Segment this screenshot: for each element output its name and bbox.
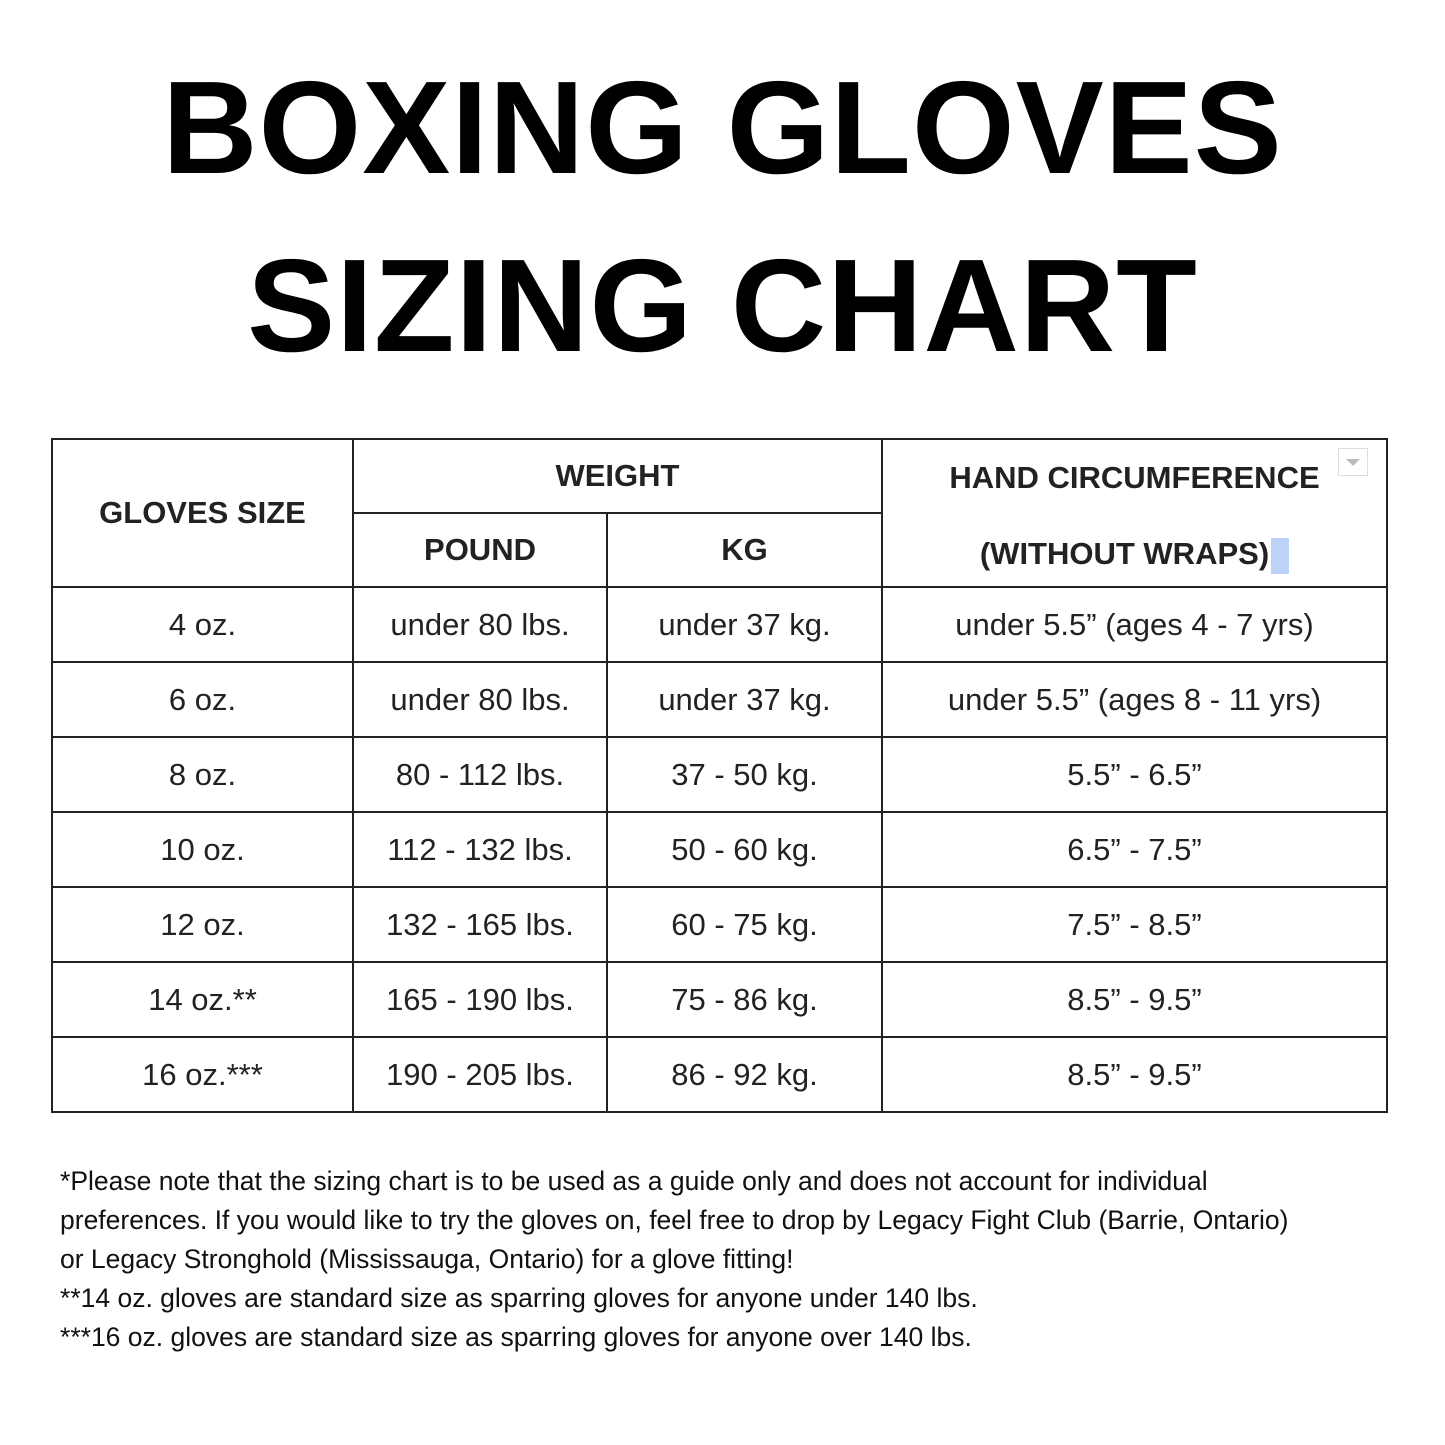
text-selection-cursor <box>1271 537 1290 574</box>
cell-kg: 50 - 60 kg. <box>606 811 883 888</box>
footnotes: *Please note that the sizing chart is to… <box>60 1162 1288 1357</box>
cell-pound: 112 - 132 lbs. <box>352 811 608 888</box>
table-row: 12 oz. 132 - 165 lbs. 60 - 75 kg. 7.5” - 8.… <box>51 886 1388 963</box>
table-row: 10 oz. 112 - 132 lbs. 50 - 60 kg. 6.5” - 7.… <box>51 811 1388 888</box>
sizing-table: GLOVES SIZE WEIGHT HAND CIRCUMFERENCE (W… <box>51 438 1388 1113</box>
footnote-line: ***16 oz. gloves are standard size as sp… <box>60 1322 972 1352</box>
table-row: 8 oz. 80 - 112 lbs. 37 - 50 kg. 5.5” - 6.5” <box>51 736 1388 813</box>
cell-kg: under 37 kg. <box>606 586 883 663</box>
cell-pound: under 80 lbs. <box>352 661 608 738</box>
cell-hand-circumference: under 5.5” (ages 8 - 11 yrs) <box>881 661 1388 738</box>
cell-pound: 80 - 112 lbs. <box>352 736 608 813</box>
header-pound: POUND <box>352 512 608 588</box>
cell-gloves-size: 6 oz. <box>51 661 354 738</box>
cell-gloves-size: 10 oz. <box>51 811 354 888</box>
cell-kg: under 37 kg. <box>606 661 883 738</box>
cell-gloves-size: 4 oz. <box>51 586 354 663</box>
footnote-line: **14 oz. gloves are standard size as spa… <box>60 1283 978 1313</box>
cell-hand-circumference: 8.5” - 9.5” <box>881 1036 1388 1113</box>
header-hand-line2: (WITHOUT WRAPS) <box>979 536 1270 571</box>
table-row: 6 oz. under 80 lbs. under 37 kg. under 5.5”… <box>51 661 1388 738</box>
footnote-line: *Please note that the sizing chart is to… <box>60 1166 1208 1196</box>
cell-hand-circumference: 6.5” - 7.5” <box>881 811 1388 888</box>
header-kg: KG <box>606 512 883 588</box>
header-gloves-size: GLOVES SIZE <box>51 438 354 588</box>
cell-hand-circumference: under 5.5” (ages 4 - 7 yrs) <box>881 586 1388 663</box>
cell-gloves-size: 12 oz. <box>51 886 354 963</box>
cell-hand-circumference: 7.5” - 8.5” <box>881 886 1388 963</box>
cell-pound: 132 - 165 lbs. <box>352 886 608 963</box>
cell-kg: 86 - 92 kg. <box>606 1036 883 1113</box>
cell-pound: 165 - 190 lbs. <box>352 961 608 1038</box>
header-hand-line1: HAND CIRCUMFERENCE <box>949 460 1320 495</box>
cell-pound: under 80 lbs. <box>352 586 608 663</box>
title-line-1: BOXING GLOVES <box>162 54 1283 201</box>
cell-hand-circumference: 8.5” - 9.5” <box>881 961 1388 1038</box>
cell-kg: 37 - 50 kg. <box>606 736 883 813</box>
table-row: 16 oz.*** 190 - 205 lbs. 86 - 92 kg. 8.5” -… <box>51 1036 1388 1113</box>
dropdown-arrow-icon[interactable] <box>1338 448 1368 476</box>
cell-pound: 190 - 205 lbs. <box>352 1036 608 1113</box>
footnote-line: or Legacy Stronghold (Mississauga, Ontar… <box>60 1244 794 1274</box>
cell-kg: 75 - 86 kg. <box>606 961 883 1038</box>
title-line-2: SIZING CHART <box>247 232 1198 379</box>
cell-gloves-size: 8 oz. <box>51 736 354 813</box>
cell-gloves-size: 14 oz.** <box>51 961 354 1038</box>
footnote-line: preferences. If you would like to try th… <box>60 1205 1289 1235</box>
cell-gloves-size: 16 oz.*** <box>51 1036 354 1113</box>
header-weight: WEIGHT <box>352 438 883 514</box>
header-hand-circumference: HAND CIRCUMFERENCE (WITHOUT WRAPS) <box>881 438 1388 588</box>
cell-kg: 60 - 75 kg. <box>606 886 883 963</box>
table-row: 14 oz.** 165 - 190 lbs. 75 - 86 kg. 8.5” - … <box>51 961 1388 1038</box>
cell-hand-circumference: 5.5” - 6.5” <box>881 736 1388 813</box>
table-row: 4 oz. under 80 lbs. under 37 kg. under 5.5”… <box>51 586 1388 663</box>
